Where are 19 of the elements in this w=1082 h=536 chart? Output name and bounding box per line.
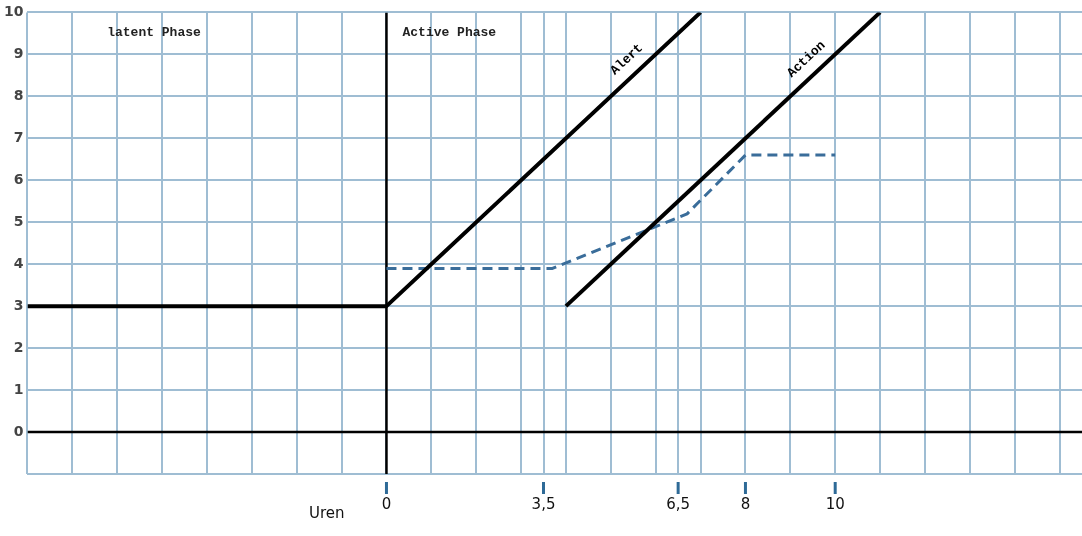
annotation: Active Phase <box>402 24 497 40</box>
x-tick-label: 3,5 <box>531 494 556 513</box>
y-tick-label: 1 <box>13 380 24 397</box>
x-tick-label: 10 <box>825 494 845 513</box>
y-tick-label: 7 <box>13 128 24 145</box>
x-tick-label: 6,5 <box>666 494 691 513</box>
y-tick-label: 9 <box>13 45 24 61</box>
y-tick-label: 5 <box>13 212 24 229</box>
y-tick-label: 3 <box>13 296 24 313</box>
y-tick-label: 4 <box>13 254 24 271</box>
y-tick-label: 0 <box>13 422 24 439</box>
x-tick-label: 0 <box>381 494 392 513</box>
y-tick-label: 2 <box>13 338 24 355</box>
y-tick-label: 6 <box>13 170 24 187</box>
y-tick-label: 10 <box>4 3 24 20</box>
annotation: latent Phase <box>107 24 202 40</box>
x-tick-label: 8 <box>740 494 751 513</box>
y-tick-label: 8 <box>13 86 24 103</box>
x-axis-title: Uren <box>308 503 345 522</box>
